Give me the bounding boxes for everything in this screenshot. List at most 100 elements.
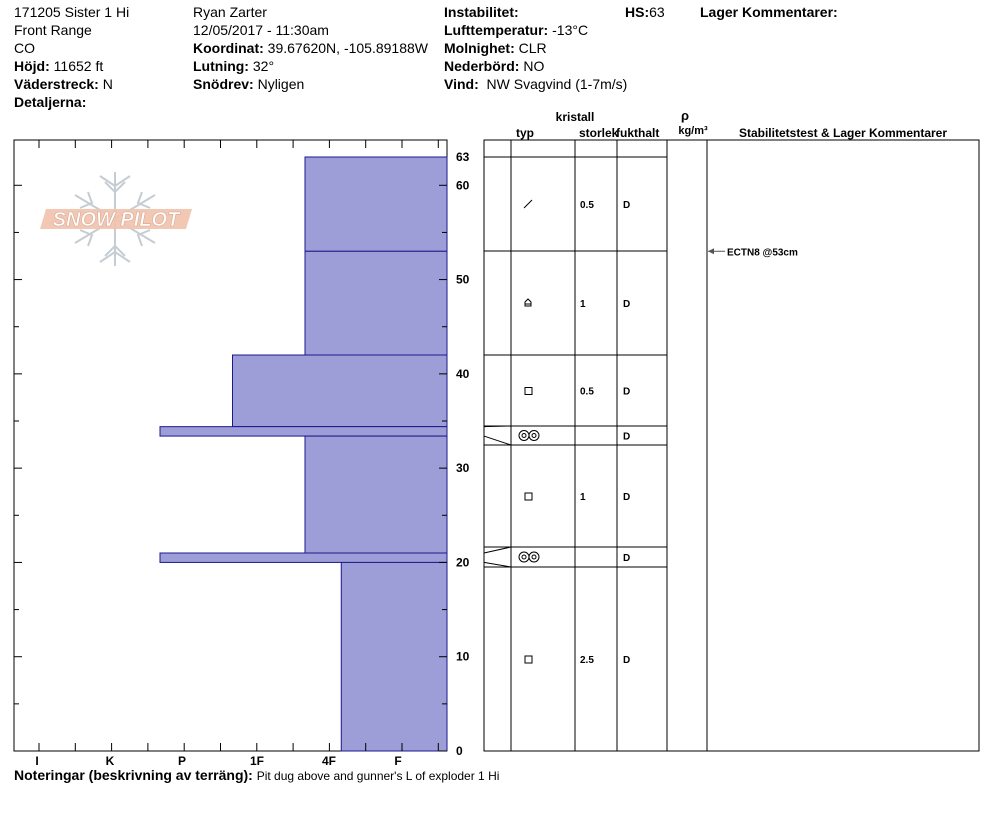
moisture-value: D [623,387,630,398]
stability-tests: ECTN8 @53cm [708,247,798,258]
stability-test-label: ECTN8 @53cm [727,247,798,258]
notes-value: Pit dug above and gunner's L of exploder… [256,769,500,783]
header-type: typ [516,126,534,140]
crust-dot-right [531,554,537,560]
mountain-range: Front Range [14,22,92,38]
depth-axis: 0 10 20 30 40 50 60 63 [14,150,470,758]
layer-connector-line [483,435,512,446]
coordinates-row: Koordinat: 39.67620N, -105.89188W [193,40,428,56]
hardness-bar-6 [340,561,448,752]
crystal-size-value: 0.5 [580,200,594,211]
notes-row: Noteringar (beskrivning av terräng): Pit… [14,767,499,784]
hardness-label-1F: 1F [250,754,264,768]
crystal-size-value: 0.5 [580,387,594,398]
depth-label-30: 30 [456,461,470,475]
moisture-value: D [623,432,630,443]
air-temp-label: Lufttemperatur: [444,22,549,38]
melt-freeze-crust-icon [518,551,540,563]
depth-label-0: 0 [456,744,463,758]
observation-datetime: 12/05/2017 - 11:30am [193,22,329,38]
observer-name: Ryan Zarter [193,4,267,20]
layer-connector-line [483,546,512,554]
depth-hoar-outline [524,298,532,307]
crystal-size-value: 2.5 [580,655,594,666]
precip-value: NO [523,58,545,74]
drift-label: Snödrev: [193,76,254,92]
hs-value: 63 [649,4,665,20]
coordinates-label: Koordinat: [193,40,264,56]
crust-ring-left [518,551,530,563]
depth-label-40: 40 [456,367,470,381]
depth-label-63: 63 [456,150,470,164]
layer-comments-label: Lager Kommentarer: [700,4,838,20]
hardness-bar-0 [304,156,448,252]
hs-row: HS:63 [625,4,665,20]
slope-row: Lutning: 32° [193,58,274,74]
hardness-label-K: K [106,754,115,768]
details-label: Detaljerna: [14,94,87,110]
sky-label: Molnighet: [444,40,515,56]
drift-row: Snödrev: Nyligen [193,76,304,92]
hardness-label-F: F [394,754,401,768]
moisture-value: D [623,200,630,211]
slope-label: Lutning: [193,58,249,74]
elevation-value: 11652 ft [53,58,104,74]
air-temp-row: Lufttemperatur: -13°C [444,22,588,38]
header-density-unit: kg/m³ [678,125,708,137]
hardness-bar-5 [159,552,448,563]
wind-value: NW Svagvind (1-7m/s) [486,76,628,92]
melt-freeze-crust-icon [518,430,540,441]
crust-ring-left [518,430,530,441]
precip-label: Nederbörd: [444,58,520,74]
header-crystal: kristall [556,110,595,124]
depth-label-20: 20 [456,555,470,569]
layer-connector-line [483,425,512,428]
air-temp-value: -13°C [552,22,589,38]
hardness-bar-2 [232,354,448,428]
coordinates-value: 39.67620N, -105.89188W [267,40,428,56]
hs-label: HS: [625,4,650,20]
crystal-size-value: 1 [580,492,586,503]
aspect-value: N [102,76,113,92]
moisture-value: D [623,655,630,666]
wind-row: Vind: NW Svagvind (1-7m/s) [444,76,627,92]
slope-value: 32° [252,58,275,74]
layer-connectors [483,425,512,568]
state: CO [14,40,35,56]
moisture-value: D [623,492,630,503]
crust-dot-left [521,554,527,560]
layer-table-rows: 0.5 D 1 D 0.5 D D 1 D D 2.5 D [484,156,667,666]
crystal-size-value: 1 [580,299,586,310]
layer-connector-line [483,561,512,568]
logo-banner [40,209,192,229]
crust-ring-right [528,551,540,563]
moisture-value: D [623,553,630,564]
hardness-bar-3 [159,426,448,437]
faceted-crystal-icon [524,492,533,501]
depth-label-10: 10 [456,650,470,664]
moisture-value: D [623,299,630,310]
header-rho: ρ [681,108,689,123]
hardness-bar-1 [304,250,448,356]
sky-row: Molnighet: CLR [444,40,547,56]
elevation-row: Höjd: 11652 ft [14,58,103,74]
hardness-ticks: I K P 1F 4F F [35,140,439,768]
instability-label: Instabilitet: [444,4,519,20]
pit-name: 171205 Sister 1 Hi [14,4,130,20]
faceted-crystal-icon [524,387,533,395]
hardness-label-4F: 4F [322,754,336,768]
depth-label-50: 50 [456,273,470,287]
drift-value: Nyligen [257,76,305,92]
elevation-label: Höjd: [14,58,50,74]
depth-hoar-icon [524,298,532,307]
sky-value: CLR [518,40,547,56]
hardness-bars [159,156,448,752]
wind-label: Vind: [444,76,479,92]
header-stability: Stabilitetstest & Lager Kommentarer [739,126,947,140]
header-size: storlek [579,126,619,140]
arrow-head-icon [708,248,714,255]
aspect-label: Väderstreck: [14,76,99,92]
hardness-label-P: P [178,754,186,768]
hardness-bar-4 [304,435,448,554]
